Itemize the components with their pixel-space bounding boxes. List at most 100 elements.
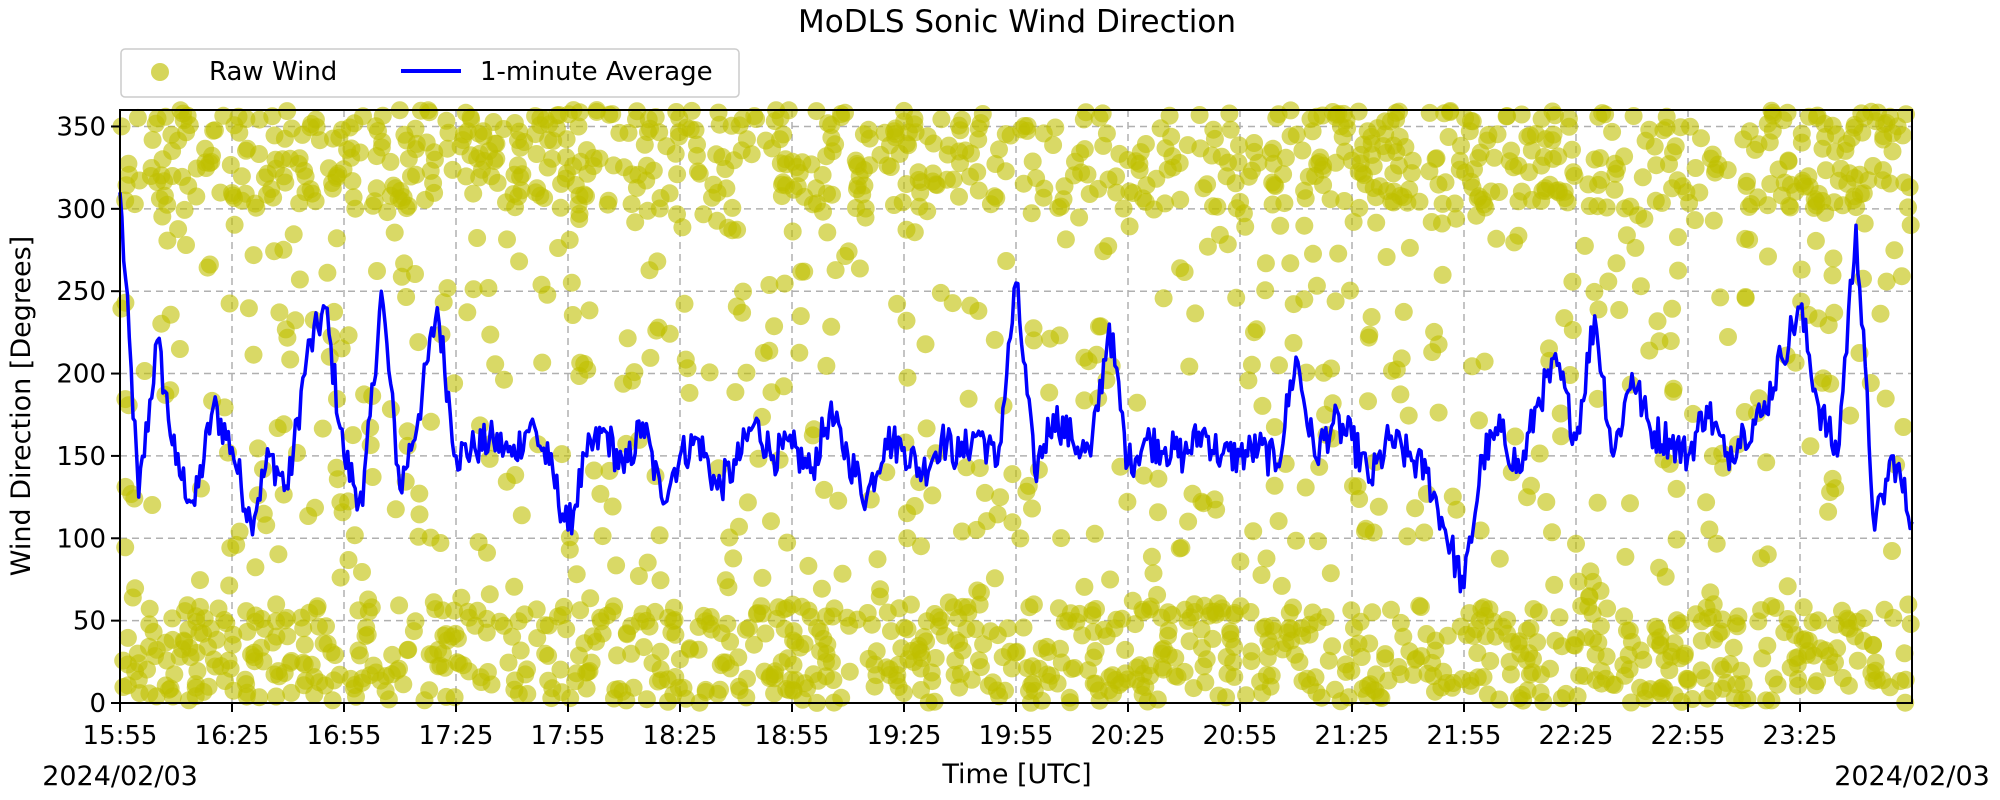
raw-wind-point [1816,127,1835,146]
raw-wind-point [1120,217,1139,236]
raw-wind-point [1307,107,1326,126]
raw-wind-point [153,150,172,169]
raw-wind-point [1433,214,1451,233]
raw-wind-point [1321,564,1340,583]
raw-wind-point [1162,127,1181,146]
raw-wind-point [840,662,859,681]
raw-wind-point [364,656,383,675]
raw-wind-point [925,692,944,711]
raw-wind-point [324,129,342,148]
raw-wind-point [1264,139,1282,158]
raw-wind-point [1159,621,1178,640]
raw-wind-point [368,262,386,280]
raw-wind-point [847,199,865,217]
raw-wind-point [1264,154,1283,173]
start-date-label: 2024/02/03 [42,761,198,792]
raw-wind-point [1543,149,1562,168]
raw-wind-point [1142,547,1161,566]
raw-wind-point [1789,670,1807,689]
raw-wind-point [603,497,622,516]
raw-wind-point [327,167,346,185]
raw-wind-point [1690,183,1709,202]
raw-wind-point [1256,254,1275,273]
raw-wind-point [1617,226,1636,245]
raw-wind-point [1772,186,1791,205]
raw-wind-point [245,652,264,671]
raw-wind-point [1468,189,1487,208]
raw-wind-point [1655,651,1674,670]
raw-wind-point [643,654,662,673]
raw-wind-point [804,665,823,684]
raw-wind-point [1212,147,1231,166]
raw-wind-point [1874,130,1893,149]
raw-wind-point [180,116,199,134]
raw-wind-point [1823,469,1842,488]
raw-wind-point [367,147,386,166]
raw-wind-point [1552,427,1571,446]
raw-wind-point [986,155,1005,173]
raw-wind-point [237,687,256,706]
raw-wind-point [1205,129,1224,148]
raw-wind-point [130,684,149,703]
raw-wind-point [503,627,522,646]
raw-wind-point [1362,308,1381,326]
raw-wind-point [902,641,921,660]
raw-wind-point [893,193,912,212]
raw-wind-point [623,165,641,184]
y-axis-label: Wind Direction [Degrees] [6,236,37,576]
raw-wind-point [1618,621,1636,640]
raw-wind-point [162,125,181,144]
raw-wind-point [1382,600,1400,619]
raw-wind-point [815,480,834,499]
raw-wind-point [383,645,402,664]
raw-wind-point [376,682,395,701]
raw-wind-point [651,571,670,590]
raw-wind-point [1739,197,1758,216]
raw-wind-point [753,604,772,623]
raw-wind-point [143,496,162,514]
raw-wind-point [223,184,241,203]
raw-wind-point [1158,160,1177,179]
raw-wind-point [871,145,890,164]
raw-wind-point [968,163,987,182]
raw-wind-point [949,116,968,135]
raw-wind-point [1152,644,1171,663]
raw-wind-point [1579,175,1598,194]
raw-wind-point [587,632,605,651]
raw-wind-point [762,512,780,531]
raw-wind-point [1281,127,1300,146]
raw-wind-point [347,687,365,706]
raw-wind-point [630,612,649,631]
raw-wind-point [1253,396,1272,415]
raw-wind-point [1608,159,1626,178]
raw-wind-point [795,262,814,281]
raw-wind-point [1359,328,1378,347]
raw-wind-point [1859,171,1878,190]
raw-wind-point [471,668,490,687]
raw-wind-point [1732,661,1751,680]
raw-wind-point [1809,611,1828,630]
raw-wind-point [951,154,969,173]
raw-wind-point [1070,208,1089,227]
raw-wind-point [177,236,195,254]
raw-wind-point [119,396,138,415]
raw-wind-point [1631,641,1650,660]
raw-wind-point [1607,254,1626,273]
raw-wind-point [1075,577,1094,596]
raw-wind-point [1848,651,1867,670]
raw-wind-point [1137,176,1156,195]
raw-wind-point [1758,196,1777,215]
raw-wind-point [1895,173,1914,192]
raw-wind-point [553,606,572,625]
raw-wind-point [1532,109,1551,128]
x-tick-label: 19:55 [979,721,1054,751]
raw-wind-point [1596,105,1615,124]
raw-wind-point [1752,549,1770,568]
raw-wind-point [807,194,826,213]
raw-wind-point [458,303,477,322]
raw-wind-point [1692,129,1710,148]
raw-wind-point [1131,143,1150,162]
raw-wind-point [569,117,588,136]
raw-wind-point [1367,665,1386,684]
y-tick-label: 100 [56,524,106,554]
